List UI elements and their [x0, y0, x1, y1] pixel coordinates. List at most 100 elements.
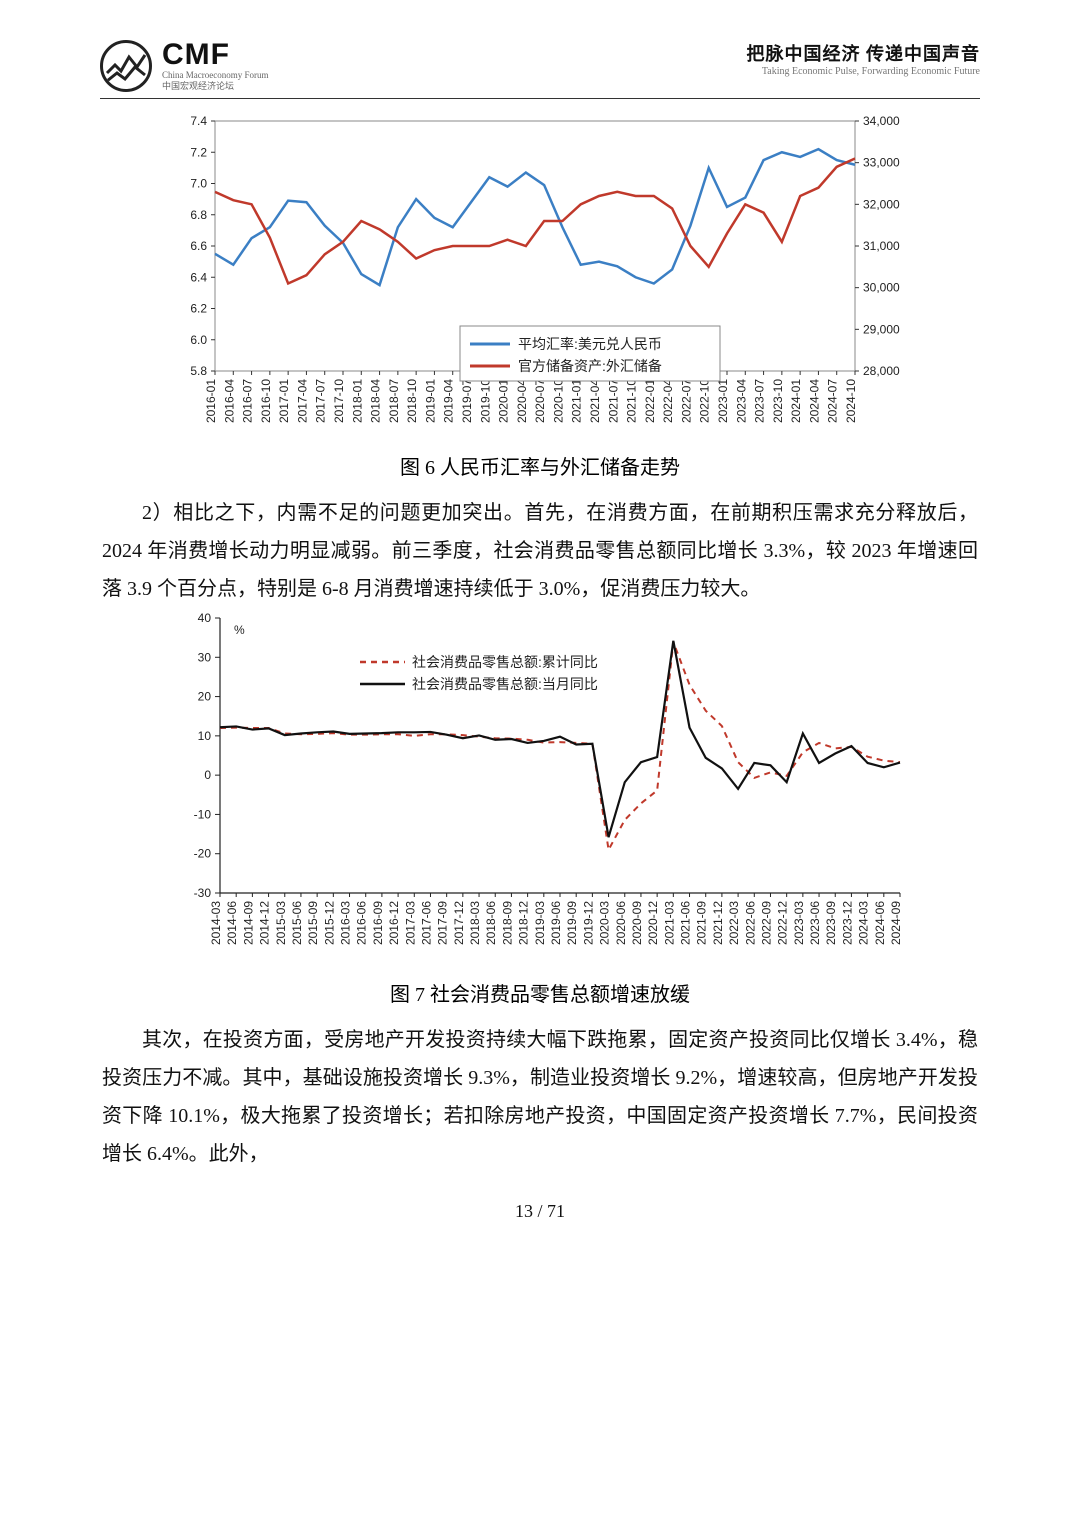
logo-block: CMF China Macroeconomy Forum 中国宏观经济论坛 — [100, 40, 268, 92]
svg-text:2024-03: 2024-03 — [857, 901, 871, 945]
svg-text:2018-12: 2018-12 — [517, 901, 531, 945]
svg-text:2020-03: 2020-03 — [598, 901, 612, 945]
svg-text:2021-01: 2021-01 — [570, 379, 584, 423]
svg-text:2014-06: 2014-06 — [225, 901, 239, 945]
svg-text:29,000: 29,000 — [863, 322, 900, 336]
svg-text:2017-03: 2017-03 — [403, 901, 417, 945]
svg-text:2014-03: 2014-03 — [209, 901, 223, 945]
svg-text:2020-10: 2020-10 — [551, 379, 565, 423]
svg-text:2017-09: 2017-09 — [436, 901, 450, 945]
svg-text:2022-07: 2022-07 — [679, 379, 693, 423]
svg-text:33,000: 33,000 — [863, 156, 900, 170]
svg-text:-20: -20 — [194, 847, 212, 861]
svg-text:0: 0 — [204, 768, 211, 782]
svg-text:7.2: 7.2 — [190, 145, 207, 159]
svg-text:6.2: 6.2 — [190, 302, 207, 316]
svg-text:6.0: 6.0 — [190, 333, 207, 347]
logo-text: CMF China Macroeconomy Forum 中国宏观经济论坛 — [162, 40, 268, 92]
chart2-wrap: -30 -20 -10 0 10 20 30 40% 2014-032014-062014-09… — [100, 608, 980, 968]
svg-text:40: 40 — [198, 611, 212, 625]
svg-text:2015-12: 2015-12 — [322, 901, 336, 945]
svg-text:2018-09: 2018-09 — [500, 901, 514, 945]
svg-text:2018-07: 2018-07 — [387, 379, 401, 423]
svg-text:30: 30 — [198, 650, 212, 664]
svg-text:2016-03: 2016-03 — [339, 901, 353, 945]
svg-text:2023-03: 2023-03 — [792, 901, 806, 945]
svg-text:2018-01: 2018-01 — [350, 379, 364, 423]
svg-text:官方储备资产:外汇储备: 官方储备资产:外汇储备 — [518, 358, 662, 374]
logo-icon — [100, 40, 152, 92]
chart1-wrap: 5.86.06.26.46.66.87.07.27.428,00029,0003… — [100, 111, 980, 441]
svg-text:2020-04: 2020-04 — [515, 379, 529, 423]
svg-text:2016-04: 2016-04 — [222, 379, 236, 423]
svg-text:2021-12: 2021-12 — [711, 901, 725, 945]
svg-text:2021-10: 2021-10 — [625, 379, 639, 423]
svg-text:2019-04: 2019-04 — [442, 379, 456, 423]
svg-text:%: % — [234, 623, 245, 637]
svg-text:2019-03: 2019-03 — [533, 901, 547, 945]
svg-text:34,000: 34,000 — [863, 114, 900, 128]
svg-text:2017-01: 2017-01 — [277, 379, 291, 423]
svg-text:2019-12: 2019-12 — [581, 901, 595, 945]
logo-main: CMF — [162, 40, 268, 70]
svg-text:2021-06: 2021-06 — [679, 901, 693, 945]
svg-text:7.0: 7.0 — [190, 177, 207, 191]
svg-text:2020-09: 2020-09 — [630, 901, 644, 945]
svg-text:2017-07: 2017-07 — [314, 379, 328, 423]
svg-text:2022-09: 2022-09 — [759, 901, 773, 945]
svg-text:2016-01: 2016-01 — [204, 379, 218, 423]
page: CMF China Macroeconomy Forum 中国宏观经济论坛 把脉… — [0, 0, 1080, 1252]
svg-text:2018-10: 2018-10 — [405, 379, 419, 423]
svg-text:6.6: 6.6 — [190, 239, 207, 253]
svg-text:2021-09: 2021-09 — [695, 901, 709, 945]
svg-text:社会消费品零售总额:当月同比: 社会消费品零售总额:当月同比 — [412, 676, 598, 692]
svg-text:2022-03: 2022-03 — [727, 901, 741, 945]
svg-text:2017-04: 2017-04 — [295, 379, 309, 423]
svg-text:2020-06: 2020-06 — [614, 901, 628, 945]
svg-text:2021-03: 2021-03 — [662, 901, 676, 945]
svg-text:2019-07: 2019-07 — [460, 379, 474, 423]
svg-text:2023-09: 2023-09 — [824, 901, 838, 945]
svg-text:2021-07: 2021-07 — [606, 379, 620, 423]
svg-text:10: 10 — [198, 729, 212, 743]
svg-text:2023-07: 2023-07 — [753, 379, 767, 423]
svg-text:2024-04: 2024-04 — [807, 379, 821, 423]
header-right: 把脉中国经济 传递中国声音 Taking Economic Pulse, For… — [747, 40, 981, 77]
paragraph-1: 2）相比之下，内需不足的问题更加突出。首先，在消费方面，在前期积压需求充分释放后… — [102, 494, 978, 608]
svg-text:2016-07: 2016-07 — [241, 379, 255, 423]
svg-text:2020-01: 2020-01 — [497, 379, 511, 423]
svg-text:20: 20 — [198, 690, 212, 704]
svg-text:2018-03: 2018-03 — [468, 901, 482, 945]
svg-text:-30: -30 — [194, 886, 212, 900]
svg-text:2019-01: 2019-01 — [423, 379, 437, 423]
svg-text:-10: -10 — [194, 807, 212, 821]
svg-text:2014-09: 2014-09 — [241, 901, 255, 945]
logo-sub1: China Macroeconomy Forum — [162, 70, 268, 81]
chart2: -30 -20 -10 0 10 20 30 40% 2014-032014-062014-09… — [160, 608, 920, 968]
svg-text:2014-12: 2014-12 — [258, 901, 272, 945]
svg-text:30,000: 30,000 — [863, 281, 900, 295]
svg-text:2021-04: 2021-04 — [588, 379, 602, 423]
logo-sub2: 中国宏观经济论坛 — [162, 81, 268, 92]
svg-text:平均汇率:美元兑人民币: 平均汇率:美元兑人民币 — [518, 336, 662, 352]
svg-text:2022-01: 2022-01 — [643, 379, 657, 423]
svg-text:2024-06: 2024-06 — [873, 901, 887, 945]
page-header: CMF China Macroeconomy Forum 中国宏观经济论坛 把脉… — [100, 40, 980, 99]
svg-text:2022-10: 2022-10 — [698, 379, 712, 423]
svg-text:2016-09: 2016-09 — [371, 901, 385, 945]
svg-text:7.4: 7.4 — [190, 114, 207, 128]
svg-text:2024-10: 2024-10 — [844, 379, 858, 423]
chart1: 5.86.06.26.46.66.87.07.27.428,00029,0003… — [160, 111, 920, 441]
svg-text:2015-06: 2015-06 — [290, 901, 304, 945]
svg-text:32,000: 32,000 — [863, 197, 900, 211]
svg-text:6.8: 6.8 — [190, 208, 207, 222]
svg-text:2024-07: 2024-07 — [826, 379, 840, 423]
svg-text:2020-12: 2020-12 — [646, 901, 660, 945]
svg-text:2015-03: 2015-03 — [274, 901, 288, 945]
caption2: 图 7 社会消费品零售总额增速放缓 — [100, 978, 980, 1007]
svg-text:2023-01: 2023-01 — [716, 379, 730, 423]
paragraph-2: 其次，在投资方面，受房地产开发投资持续大幅下跌拖累，固定资产投资同比仅增长 3.… — [102, 1021, 978, 1173]
svg-text:2017-10: 2017-10 — [332, 379, 346, 423]
svg-text:2018-04: 2018-04 — [369, 379, 383, 423]
svg-text:6.4: 6.4 — [190, 270, 207, 284]
